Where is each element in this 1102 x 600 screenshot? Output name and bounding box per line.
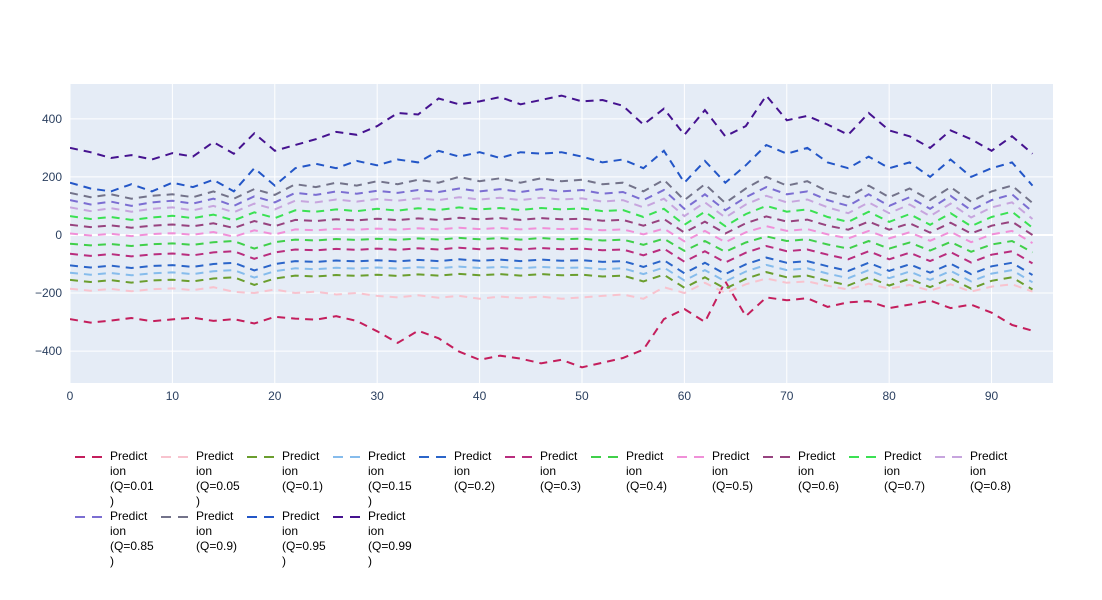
series-line-prediction-q-0.5-	[70, 225, 1034, 244]
legend-item-prediction-q-0.4-[interactable]: Predict ion (Q=0.4)	[591, 449, 677, 494]
legend-dash-swatch	[247, 516, 277, 518]
legend-label: Predict ion (Q=0.3)	[540, 449, 582, 493]
legend-item-prediction-q-0.3-[interactable]: Predict ion (Q=0.3)	[505, 449, 591, 494]
legend-label: Predict ion (Q=0.85 )	[110, 509, 154, 568]
gridlines	[69, 84, 1053, 383]
legend-dash-swatch	[591, 456, 621, 458]
legend-row: Predict ion (Q=0.85 ) Predict ion (Q=0.9)…	[75, 509, 1035, 569]
series-line-prediction-q-0.2-	[70, 256, 1034, 276]
x-tick-label: 50	[575, 389, 589, 403]
legend-dash-swatch	[677, 456, 707, 458]
legend-dash-swatch	[161, 456, 191, 458]
legend-dash-swatch	[419, 456, 449, 458]
series-line-prediction-q-0.8-	[70, 194, 1034, 220]
y-tick-label: 0	[55, 227, 62, 242]
legend-label: Predict ion (Q=0.95 )	[282, 509, 326, 568]
legend-dash-swatch	[75, 516, 105, 518]
series-line-prediction-q-0.9-	[70, 175, 1034, 205]
series-line-prediction-q-0.3-	[70, 244, 1034, 265]
series-line-prediction-q-0.4-	[70, 235, 1033, 254]
legend-dash-swatch	[75, 456, 105, 458]
y-tick-label: 400	[41, 111, 62, 126]
legend-dash-swatch	[333, 456, 363, 458]
legend-dash-swatch	[333, 516, 363, 518]
legend-row: Predict ion (Q=0.01 ) Predict ion (Q=0.05…	[75, 449, 1035, 509]
series-line-prediction-q-0.01-	[70, 279, 1033, 369]
x-tick-label: 0	[66, 389, 74, 403]
legend-label: Predict ion (Q=0.1)	[282, 449, 324, 493]
legend-dash-swatch	[935, 456, 965, 458]
x-tick-label: 60	[677, 389, 692, 403]
series-line-prediction-q-0.6-	[70, 215, 1034, 236]
y-tick-label: 200	[41, 169, 62, 184]
legend-item-prediction-q-0.85-[interactable]: Predict ion (Q=0.85 )	[75, 509, 161, 569]
series-line-prediction-q-0.15-	[70, 263, 1034, 284]
legend-item-prediction-q-0.8-[interactable]: Predict ion (Q=0.8)	[935, 449, 1021, 494]
x-tick-label: 40	[472, 389, 487, 403]
x-tick-label: 80	[882, 389, 896, 403]
legend-item-prediction-q-0.05-[interactable]: Predict ion (Q=0.05 )	[161, 449, 247, 509]
legend-dash-swatch	[247, 456, 277, 458]
x-tick-label: 10	[165, 389, 180, 403]
legend-item-prediction-q-0.2-[interactable]: Predict ion (Q=0.2)	[419, 449, 505, 494]
series-lines	[70, 93, 1034, 369]
legend-label: Predict ion (Q=0.5)	[712, 449, 754, 493]
legend-label: Predict ion (Q=0.8)	[970, 449, 1012, 493]
legend-item-prediction-q-0.6-[interactable]: Predict ion (Q=0.6)	[763, 449, 849, 494]
legend-label: Predict ion (Q=0.7)	[884, 449, 926, 493]
y-tick-label: −200	[34, 286, 62, 300]
legend-dash-swatch	[161, 516, 191, 518]
series-line-prediction-q-0.1-	[70, 271, 1034, 291]
legend-item-prediction-q-0.1-[interactable]: Predict ion (Q=0.1)	[247, 449, 333, 494]
series-line-prediction-q-0.05-	[70, 277, 1033, 300]
legend-item-prediction-q-0.9-[interactable]: Predict ion (Q=0.9)	[161, 509, 247, 554]
legend-item-prediction-q-0.7-[interactable]: Predict ion (Q=0.7)	[849, 449, 935, 494]
x-tick-label: 70	[780, 389, 794, 403]
legend-dash-swatch	[505, 456, 535, 458]
legend-label: Predict ion (Q=0.9)	[196, 509, 238, 553]
legend-label: Predict ion (Q=0.4)	[626, 449, 668, 493]
legend-item-prediction-q-0.01-[interactable]: Predict ion (Q=0.01 )	[75, 449, 161, 509]
chart-legend: Predict ion (Q=0.01 ) Predict ion (Q=0.05…	[75, 449, 1035, 569]
legend-item-prediction-q-0.15-[interactable]: Predict ion (Q=0.15 )	[333, 449, 419, 509]
series-line-prediction-q-0.85-	[70, 186, 1034, 213]
legend-label: Predict ion (Q=0.99 )	[368, 509, 412, 568]
legend-item-prediction-q-0.99-[interactable]: Predict ion (Q=0.99 )	[333, 509, 419, 569]
legend-dash-swatch	[849, 456, 879, 458]
x-tick-label: 90	[984, 389, 999, 403]
y-tick-label: −400	[34, 344, 62, 359]
legend-label: Predict ion (Q=0.6)	[798, 449, 840, 493]
series-line-prediction-q-0.95-	[70, 143, 1034, 193]
legend-item-prediction-q-0.5-[interactable]: Predict ion (Q=0.5)	[677, 449, 763, 494]
legend-label: Predict ion (Q=0.15 )	[368, 449, 412, 508]
legend-label: Predict ion (Q=0.05 )	[196, 449, 240, 508]
x-tick-label: 20	[268, 389, 282, 403]
series-line-prediction-q-0.99-	[70, 93, 1034, 161]
legend-label: Predict ion (Q=0.2)	[454, 449, 496, 493]
x-tick-label: 30	[370, 389, 384, 403]
legend-label: Predict ion (Q=0.01 )	[110, 449, 154, 508]
legend-dash-swatch	[763, 456, 793, 458]
legend-item-prediction-q-0.95-[interactable]: Predict ion (Q=0.95 )	[247, 509, 333, 569]
